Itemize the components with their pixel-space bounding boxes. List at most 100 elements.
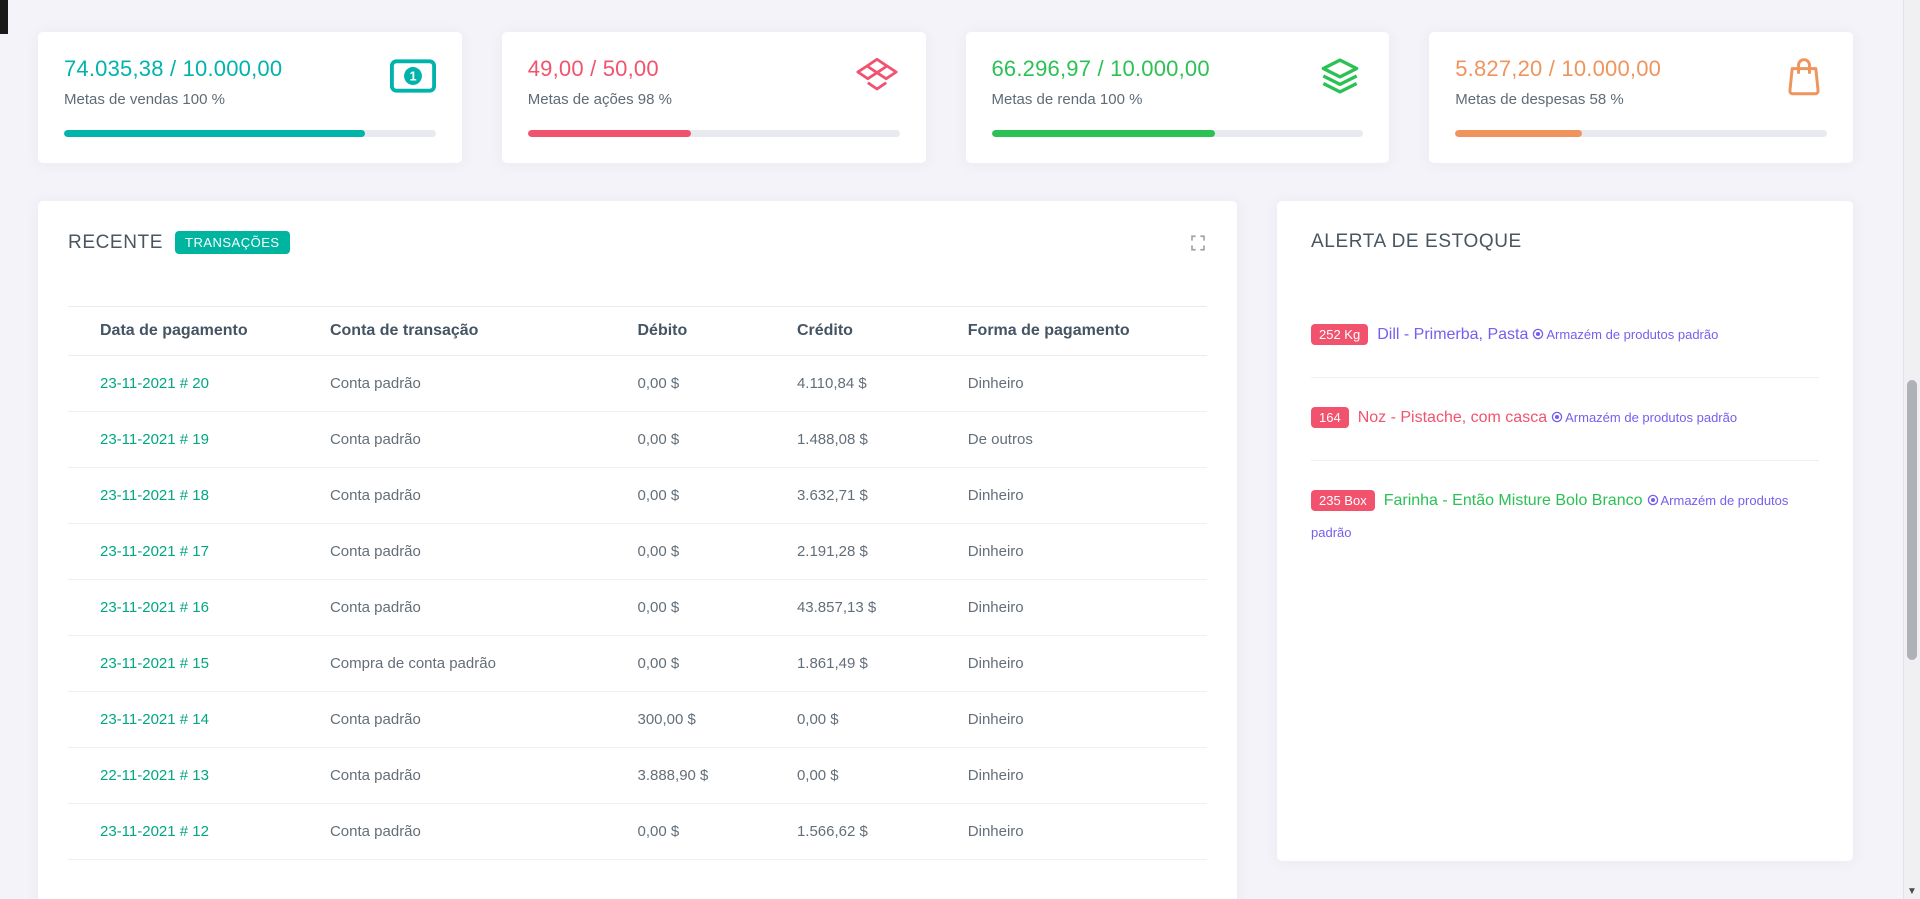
location-icon [1647, 489, 1659, 515]
transaction-credit: 2.191,28 $ [796, 523, 968, 580]
table-row: 22-11-2021 # 13 Conta padrão 3.888,90 $ … [68, 747, 1207, 804]
fullscreen-icon[interactable] [1189, 234, 1207, 252]
transaction-account: Conta padrão [329, 691, 638, 748]
stock-alert-title: ALERTA DE ESTOQUE [1311, 231, 1522, 252]
transaction-credit: 4.110,84 $ [796, 355, 968, 412]
main-row: RECENTE TRANSAÇÕES Data de pagamento Con… [38, 201, 1853, 899]
column-debit: Débito [637, 306, 797, 356]
stock-alert-item: 164 Noz - Pistache, com casca Armazém de p… [1311, 378, 1819, 461]
table-row: 23-11-2021 # 16 Conta padrão 0,00 $ 43.8… [68, 579, 1207, 636]
expenses-goal-label: Metas de despesas 58 % [1455, 91, 1624, 108]
transaction-method: De outros [967, 411, 1207, 468]
transaction-credit: 1.488,08 $ [796, 411, 968, 468]
warehouse-location: Armazém de produtos padrão [1551, 410, 1737, 425]
transaction-account: Conta padrão [329, 579, 638, 636]
transaction-date-link[interactable]: 23-11-2021 # 17 [100, 543, 209, 560]
scroll-down-arrow[interactable]: ▼ [1907, 886, 1917, 897]
table-row: 23-11-2021 # 14 Conta padrão 300,00 $ 0,… [68, 691, 1207, 748]
transaction-debit: 0,00 $ [637, 355, 797, 412]
transaction-account: Compra de conta padrão [329, 635, 638, 692]
warehouse-location: Armazém de produtos padrão [1532, 327, 1718, 342]
svg-text:1: 1 [409, 69, 416, 84]
transaction-debit: 0,00 $ [637, 579, 797, 636]
transaction-date-link[interactable]: 23-11-2021 # 20 [100, 375, 209, 392]
sales-goal-progress-fill [64, 130, 366, 137]
recent-transactions-card: RECENTE TRANSAÇÕES Data de pagamento Con… [38, 201, 1237, 899]
transaction-date-link[interactable]: 23-11-2021 # 12 [100, 823, 209, 840]
income-goal-label: Metas de renda 100 % [991, 91, 1143, 108]
column-payment-method: Forma de pagamento [967, 306, 1207, 356]
transaction-account: Conta padrão [329, 467, 638, 524]
transaction-debit: 0,00 $ [637, 467, 797, 524]
vertical-scrollbar[interactable]: ▼ [1903, 0, 1920, 899]
sales-goal-label: Metas de vendas 100 % [64, 91, 225, 108]
kpi-card-expenses-goal: 5.827,20 / 10.000,00 Metas de despesas 5… [1429, 32, 1853, 163]
scrollbar-thumb[interactable] [1907, 380, 1917, 660]
transaction-debit: 0,00 $ [637, 523, 797, 580]
transaction-credit: 1.861,49 $ [796, 635, 968, 692]
transaction-date-link[interactable]: 23-11-2021 # 18 [100, 487, 209, 504]
quantity-badge: 164 [1311, 407, 1349, 428]
transaction-debit: 0,00 $ [637, 635, 797, 692]
table-header-row: Data de pagamento Conta de transação Déb… [68, 306, 1207, 356]
sales-goal-value: 74.035,38 / 10.000,00 [64, 56, 283, 81]
transaction-credit: 0,00 $ [796, 691, 968, 748]
table-row: 23-11-2021 # 18 Conta padrão 0,00 $ 3.63… [68, 467, 1207, 524]
transaction-method: Dinheiro [967, 803, 1207, 860]
location-icon [1551, 406, 1563, 432]
table-row: 23-11-2021 # 19 Conta padrão 0,00 $ 1.48… [68, 411, 1207, 468]
transaction-method: Dinheiro [967, 747, 1207, 804]
transaction-credit: 0,00 $ [796, 747, 968, 804]
transaction-method: Dinheiro [967, 579, 1207, 636]
kpi-card-sales-goal: 74.035,38 / 10.000,00 Metas de vendas 10… [38, 32, 462, 163]
transaction-account: Conta padrão [329, 803, 638, 860]
warehouse-location: Armazém de produtos padrão [1311, 493, 1788, 540]
transaction-account: Conta padrão [329, 523, 638, 580]
transaction-date-link[interactable]: 22-11-2021 # 13 [100, 767, 209, 784]
actions-goal-progress-track [527, 130, 900, 137]
column-account: Conta de transação [329, 306, 638, 356]
actions-goal-value: 49,00 / 50,00 [527, 56, 659, 81]
column-credit: Crédito [796, 306, 968, 356]
transaction-debit: 0,00 $ [637, 803, 797, 860]
kpi-card-income-goal: 66.296,97 / 10.000,00 Metas de renda 100… [965, 32, 1390, 163]
actions-goal-progress-fill [527, 130, 692, 137]
transactions-table: Data de pagamento Conta de transação Déb… [68, 306, 1207, 860]
transaction-account: Conta padrão [329, 411, 638, 468]
transaction-method: Dinheiro [967, 635, 1207, 692]
transaction-debit: 3.888,90 $ [637, 747, 797, 804]
product-name-link[interactable]: Noz - Pistache, com casca [1357, 409, 1548, 426]
window-edge-notch [0, 0, 8, 34]
stock-alert-header: ALERTA DE ESTOQUE [1311, 231, 1819, 253]
transaction-account: Conta padrão [329, 355, 638, 412]
shopping-bag-icon [1781, 56, 1827, 96]
transaction-method: Dinheiro [967, 691, 1207, 748]
expenses-goal-progress-track [1455, 130, 1827, 137]
transaction-credit: 3.632,71 $ [796, 467, 968, 524]
transaction-method: Dinheiro [967, 523, 1207, 580]
income-goal-progress-track [991, 130, 1364, 137]
layers-icon [1317, 56, 1363, 96]
product-name-link[interactable]: Dill - Primerba, Pasta [1377, 326, 1529, 343]
sales-goal-progress-track [64, 130, 436, 137]
stock-alert-list: 252 Kg Dill - Primerba, Pasta Armazém de p… [1311, 295, 1819, 575]
stock-alert-card: ALERTA DE ESTOQUE 252 Kg Dill - Primerba,… [1277, 201, 1853, 861]
actions-goal-label: Metas de ações 98 % [527, 91, 673, 108]
transaction-debit: 300,00 $ [637, 691, 797, 748]
column-payment-date: Data de pagamento [68, 306, 330, 356]
expenses-goal-progress-fill [1455, 130, 1582, 137]
transactions-badge[interactable]: TRANSAÇÕES [175, 231, 290, 254]
income-goal-value: 66.296,97 / 10.000,00 [991, 56, 1210, 81]
kpi-row: 74.035,38 / 10.000,00 Metas de vendas 10… [38, 32, 1853, 163]
transaction-date-link[interactable]: 23-11-2021 # 14 [100, 711, 209, 728]
product-name-link[interactable]: Farinha - Então Misture Bolo Branco [1383, 492, 1643, 509]
transaction-date-link[interactable]: 23-11-2021 # 16 [100, 599, 209, 616]
table-row: 23-11-2021 # 12 Conta padrão 0,00 $ 1.56… [68, 803, 1207, 860]
transaction-method: Dinheiro [967, 355, 1207, 412]
open-box-icon [854, 56, 900, 96]
quantity-badge: 235 Box [1311, 490, 1375, 511]
transaction-date-link[interactable]: 23-11-2021 # 19 [100, 431, 209, 448]
transaction-debit: 0,00 $ [637, 411, 797, 468]
expenses-goal-value: 5.827,20 / 10.000,00 [1455, 56, 1662, 81]
transaction-date-link[interactable]: 23-11-2021 # 15 [100, 655, 209, 672]
